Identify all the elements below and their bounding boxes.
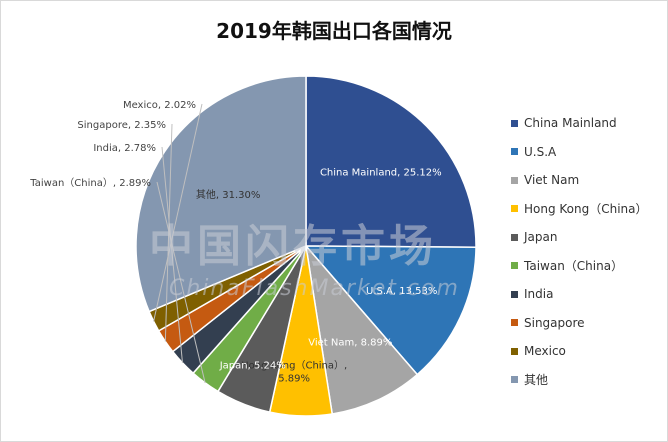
legend-swatch xyxy=(511,119,518,127)
legend-swatch xyxy=(511,290,518,298)
legend-item-other: 其他 xyxy=(511,366,648,395)
watermark-cn: 中国闪存市场 xyxy=(149,221,437,272)
pie-slice-u-s-a xyxy=(304,245,477,376)
legend-swatch xyxy=(511,205,518,213)
legend-swatch xyxy=(511,148,518,156)
leader-line-india xyxy=(161,146,183,363)
legend-swatch xyxy=(511,319,518,327)
legend-item-u-s-a: U.S.A xyxy=(511,138,648,167)
legend-item-hong-kong-china: Hong Kong（China） xyxy=(511,195,648,224)
legend-item-india: India xyxy=(511,280,648,309)
legend-label: Mexico xyxy=(524,344,566,359)
legend-item-china-mainland: China Mainland xyxy=(511,109,648,138)
legend-item-taiwan-china: Taiwan（China） xyxy=(511,252,648,281)
pie-slice-other xyxy=(135,75,307,313)
legend-item-japan: Japan xyxy=(511,223,648,252)
chart-title: 2019年韩国出口各国情况 xyxy=(216,19,452,43)
data-label-japan: Japan, 5.24% xyxy=(219,360,286,371)
data-label-taiwan-china: Taiwan（China）, 2.89% xyxy=(29,177,151,189)
pie-slice-viet-nam xyxy=(304,243,419,415)
watermark-en: ChinaFlashMarket.com xyxy=(169,276,460,301)
legend: China Mainland U.S.A Viet Nam Hong Kong（Chi… xyxy=(511,109,648,394)
legend-swatch xyxy=(511,233,518,241)
data-labels: China Mainland, 25.12% U.S.A, 13.53% Viet … xyxy=(29,100,441,384)
legend-label: Viet Nam xyxy=(524,173,580,188)
legend-label: China Mainland xyxy=(524,116,617,131)
data-label-viet-nam: Viet Nam, 8.89% xyxy=(308,338,392,349)
legend-label: India xyxy=(524,287,554,302)
legend-label: 其他 xyxy=(524,373,549,388)
legend-label: U.S.A xyxy=(524,144,557,159)
pie-slice-china-mainland xyxy=(305,75,477,249)
watermark: 中国闪存市场 ChinaFlashMarket.com xyxy=(149,221,460,301)
legend-swatch xyxy=(511,376,518,384)
data-label-india: India, 2.78% xyxy=(93,143,156,154)
legend-swatch xyxy=(511,176,518,184)
data-label-china-mainland: China Mainland, 25.12% xyxy=(320,168,442,179)
leader-lines xyxy=(153,103,206,383)
leader-line-singapore xyxy=(164,123,173,342)
leader-line-taiwan-china xyxy=(156,181,206,383)
data-label-singapore: Singapore, 2.35% xyxy=(77,120,166,131)
legend-item-mexico: Mexico xyxy=(511,337,648,366)
legend-label: Hong Kong（China） xyxy=(524,202,648,217)
data-label-mexico: Mexico, 2.02% xyxy=(123,100,196,111)
data-label-hong-kong-china: Hong Kong（China）, 5.89% xyxy=(241,359,347,384)
data-label-other: 其他, 31.30% xyxy=(196,188,261,201)
legend-label: Japan xyxy=(524,230,558,245)
legend-label: Taiwan（China） xyxy=(524,259,624,274)
leader-line-mexico xyxy=(153,103,203,322)
legend-item-singapore: Singapore xyxy=(511,309,648,338)
legend-item-viet-nam: Viet Nam xyxy=(511,166,648,195)
legend-label: Singapore xyxy=(524,315,585,330)
legend-swatch xyxy=(511,262,518,270)
data-label-u-s-a: U.S.A, 13.53% xyxy=(366,286,437,297)
pie-slices xyxy=(135,75,477,417)
legend-swatch xyxy=(511,347,518,355)
